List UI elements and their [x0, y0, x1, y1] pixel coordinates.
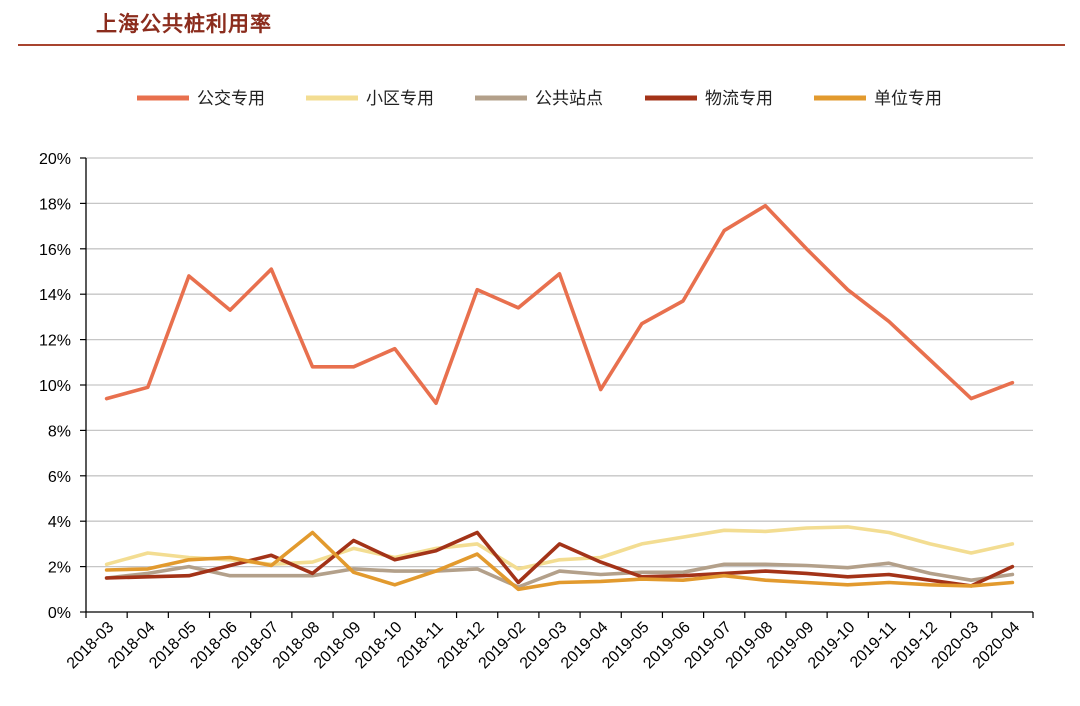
y-tick-label: 16% — [39, 242, 71, 259]
series-line-3 — [104, 561, 1015, 589]
chart-title: 上海公共桩利用率 — [96, 11, 272, 36]
y-tick-label: 14% — [39, 287, 71, 304]
legend-label: 单位专用 — [874, 89, 942, 109]
grid-lines — [86, 157, 1033, 568]
y-tick-label: 18% — [39, 196, 71, 213]
series-lines — [104, 203, 1015, 592]
x-axis-ticks: 2018-032018-042018-052018-062018-072018-… — [64, 612, 1034, 672]
y-axis-ticks: 0% 2% 4% 6% 8% 10% 12% 14% 16% 18% 20% — [39, 151, 86, 622]
y-tick-label: 8% — [48, 423, 71, 440]
title-divider — [18, 44, 1065, 46]
legend-label: 公共站点 — [535, 89, 603, 109]
legend-label: 公交专用 — [197, 89, 265, 109]
y-tick-label: 2% — [48, 560, 71, 577]
series-line-5 — [104, 530, 1015, 592]
y-tick-label: 4% — [48, 514, 71, 531]
y-tick-label: 6% — [48, 469, 71, 486]
series-line-4 — [104, 530, 1015, 588]
legend-label: 小区专用 — [366, 89, 434, 109]
series-line-1 — [104, 203, 1015, 406]
y-tick-label: 20% — [39, 151, 71, 168]
y-tick-label: 10% — [39, 378, 71, 395]
chart-legend: 公交专用 小区专用 公共站点 物流专用 单位专用 — [137, 89, 942, 109]
legend-label: 物流专用 — [705, 89, 773, 109]
y-tick-label: 12% — [39, 333, 71, 350]
y-tick-label: 0% — [48, 605, 71, 622]
